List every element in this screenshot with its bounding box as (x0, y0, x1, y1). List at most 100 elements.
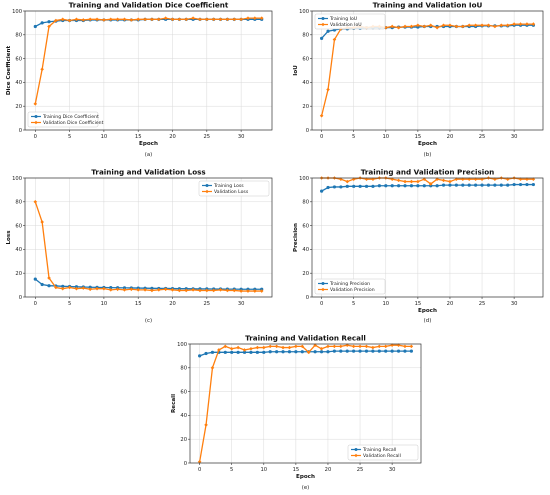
plot-frame (311, 177, 544, 298)
data-point (294, 344, 298, 349)
data-point (108, 288, 113, 292)
chart-title: Training and Validation Precision (361, 168, 495, 177)
data-point (409, 179, 414, 184)
y-tick-label: 0 (184, 461, 187, 467)
legend-box (314, 278, 386, 295)
data-point (225, 17, 230, 22)
data-point (493, 24, 497, 29)
plot-frame (24, 177, 273, 298)
data-point (460, 24, 465, 29)
x-tick-label: 15 (415, 301, 422, 307)
y-tick-label: 60 (15, 223, 22, 229)
data-point (326, 29, 330, 33)
data-point (416, 179, 420, 184)
legend-marker (354, 448, 358, 451)
data-point (239, 289, 243, 293)
series-line-1 (34, 17, 262, 104)
data-point (403, 24, 407, 29)
data-point (332, 185, 337, 189)
legend-box (27, 111, 99, 128)
x-tick-label: 0 (320, 134, 323, 140)
data-point (163, 16, 168, 20)
data-point (518, 182, 523, 187)
data-point (461, 183, 465, 187)
x-axis-label: Epoch (296, 474, 315, 480)
legend-marker (321, 22, 325, 27)
data-point (300, 350, 304, 354)
legend-marker (354, 453, 358, 458)
y-tick-label: 20 (302, 104, 309, 110)
data-point (242, 348, 247, 352)
y-tick-label: 0 (19, 295, 22, 301)
x-tick-label: 25 (357, 467, 364, 473)
chart-title: Training and Validation IoU (373, 1, 483, 10)
y-tick-label: 0 (306, 295, 309, 301)
data-point (454, 183, 458, 187)
data-point (486, 183, 491, 187)
data-point (384, 349, 388, 353)
data-point (486, 23, 491, 28)
legend-box (347, 444, 419, 461)
y-tick-label: 80 (302, 200, 309, 206)
y-tick-label: 80 (302, 33, 309, 39)
data-point (249, 350, 253, 354)
data-point (320, 189, 324, 193)
data-point (255, 345, 260, 350)
series-line-1 (34, 201, 262, 292)
data-point (230, 350, 234, 354)
data-point (371, 345, 375, 350)
data-point (218, 288, 223, 292)
data-point (377, 184, 381, 188)
x-tick-label: 5 (230, 467, 233, 473)
x-tick-label: 10 (101, 134, 108, 140)
data-point (377, 344, 382, 349)
y-tick-label: 60 (302, 56, 309, 62)
data-point (236, 350, 240, 354)
data-point (358, 344, 362, 349)
data-point (60, 286, 65, 291)
data-point (467, 183, 471, 187)
data-point (409, 184, 414, 188)
panel-caption: (d) (424, 318, 432, 324)
y-tick-label: 60 (302, 223, 309, 229)
x-tick-label: 5 (352, 134, 355, 140)
x-tick-label: 10 (260, 467, 267, 473)
legend-entry: Training Loss (213, 183, 244, 189)
legend-entry: Validation Precision (330, 287, 375, 293)
data-point (88, 17, 92, 22)
data-point (198, 17, 202, 22)
data-point (211, 17, 216, 22)
data-point (261, 345, 266, 350)
legend-entry: Validation Dice Coefficient (43, 120, 104, 126)
x-tick-label: 5 (352, 301, 355, 307)
y-tick-label: 40 (15, 80, 22, 86)
data-point (210, 366, 215, 370)
y-axis-label: Recall (171, 394, 177, 413)
data-point (268, 344, 273, 349)
y-tick-label: 60 (15, 56, 22, 62)
data-point (352, 349, 356, 353)
chart-panel-3: 0 5 10 15 20 25 30 0 20 40 60 80 100 Training and Val… (293, 168, 544, 324)
data-point (525, 22, 529, 26)
x-tick-label: 10 (101, 301, 108, 307)
data-point (47, 284, 51, 288)
x-tick-label: 0 (34, 134, 37, 140)
x-tick-label: 30 (238, 134, 245, 140)
data-point (74, 285, 79, 289)
x-tick-label: 15 (293, 467, 300, 473)
data-point (191, 288, 195, 292)
x-tick-label: 20 (325, 467, 332, 473)
data-point (40, 220, 44, 224)
data-point (531, 182, 535, 187)
data-point (352, 184, 356, 188)
chart-panel-2: 0 5 10 15 20 25 30 0 20 40 60 80 100 Training and Val… (6, 168, 273, 324)
data-point (170, 288, 175, 292)
data-point (204, 351, 208, 356)
legend-entry: Validation Recall (363, 453, 401, 459)
legend-entry: Training Precision (329, 281, 370, 287)
data-point (242, 350, 247, 354)
data-point (88, 285, 92, 289)
data-point (61, 284, 65, 288)
data-point (531, 177, 536, 181)
